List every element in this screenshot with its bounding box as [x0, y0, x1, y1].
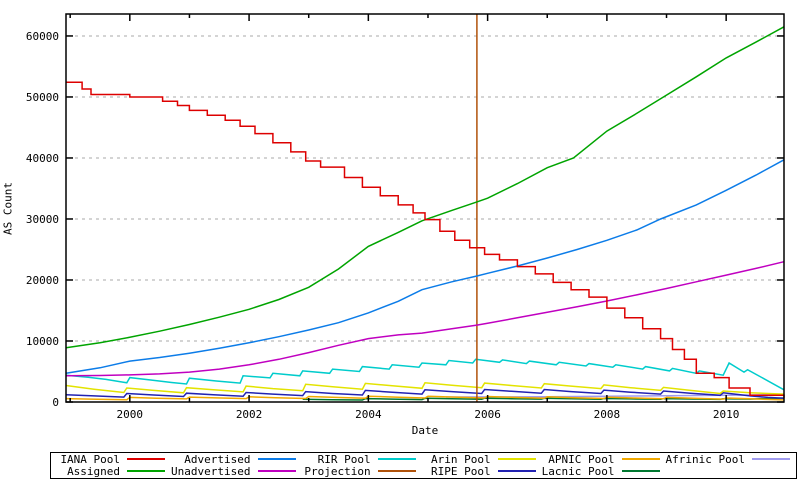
legend-label: Unadvertised: [171, 464, 251, 478]
legend-label: APNIC Pool: [548, 452, 615, 466]
legend-swatch-advertised: [257, 458, 296, 460]
plot-border: [65, 13, 785, 403]
series-ripe-pool: [65, 388, 785, 400]
legend-item-rir-pool: RIR Pool: [302, 453, 422, 465]
x-tick-label: 2008: [593, 408, 621, 421]
legend-label: RIR Pool: [317, 452, 371, 466]
legend-item-apnic-pool: APNIC Pool: [542, 453, 666, 465]
legend-swatch-apnic-pool: [621, 458, 660, 460]
x-axis-title: Date: [411, 424, 439, 437]
y-tick-label: 60000: [25, 29, 59, 43]
legend-item-advertised: Advertised: [171, 453, 301, 465]
x-tick-label: 2004: [355, 408, 382, 421]
legend-item-lacnic-pool: Lacnic Pool: [542, 465, 666, 477]
x-tick-label: 2010: [712, 408, 740, 421]
legend-label: IANA Pool: [60, 452, 121, 466]
legend-label: Advertised: [184, 452, 251, 466]
series-iana-pool: [66, 81, 785, 398]
series-assigned: [65, 26, 785, 349]
legend-item-iana-pool: IANA Pool: [51, 453, 171, 465]
legend-item-ripe-pool: RIPE Pool: [422, 465, 542, 477]
legend-swatch-afrinic-pool: [751, 458, 790, 460]
legend-swatch-projection: [377, 470, 416, 472]
legend-label: Afrinic Pool: [665, 452, 745, 466]
series-arin-pool: [65, 382, 785, 395]
legend-swatch-arin-pool: [497, 458, 536, 460]
legend-label: Arin Pool: [431, 452, 491, 466]
legend-item-arin-pool: Arin Pool: [422, 453, 542, 465]
y-tick-label: 20000: [25, 273, 59, 287]
legend-label: Assigned: [67, 464, 121, 478]
x-tick-label: 2006: [474, 408, 501, 421]
y-axis-title: AS Count: [1, 182, 15, 235]
legend-item-projection: Projection: [302, 465, 422, 477]
legend-item-assigned: Assigned: [51, 465, 171, 477]
series-advertised: [65, 159, 785, 375]
series-rir-pool: [65, 358, 785, 391]
chart-legend: IANA Pool Advertised RIR Pool Arin Pool APNI…: [50, 452, 797, 479]
legend-swatch-rir-pool: [377, 458, 416, 460]
y-tick-label: 30000: [25, 212, 59, 226]
x-tick-label: 2000: [116, 408, 144, 421]
y-tick-label: 50000: [25, 90, 59, 104]
legend-swatch-lacnic-pool: [621, 470, 660, 472]
legend-item-unadvertised: Unadvertised: [171, 465, 301, 477]
legend-swatch-iana-pool: [127, 458, 166, 460]
legend-swatch-ripe-pool: [497, 470, 536, 472]
legend-label: RIPE Pool: [431, 464, 491, 478]
series-unadvertised: [65, 260, 785, 377]
legend-swatch-unadvertised: [257, 470, 296, 472]
legend-swatch-assigned: [127, 470, 166, 472]
legend-label: Lacnic Pool: [541, 464, 615, 478]
x-tick-label: 2002: [235, 408, 263, 421]
y-tick-label: 0: [52, 396, 59, 409]
series-apnic-pool: [65, 395, 785, 401]
legend-item-afrinic-pool: Afrinic Pool: [666, 453, 796, 465]
legend-label: Projection: [304, 464, 371, 478]
legend-item-empty: [666, 465, 796, 477]
y-tick-label: 40000: [25, 151, 59, 165]
series-afrinic-pool: [445, 393, 785, 398]
y-tick-label: 10000: [25, 334, 59, 348]
